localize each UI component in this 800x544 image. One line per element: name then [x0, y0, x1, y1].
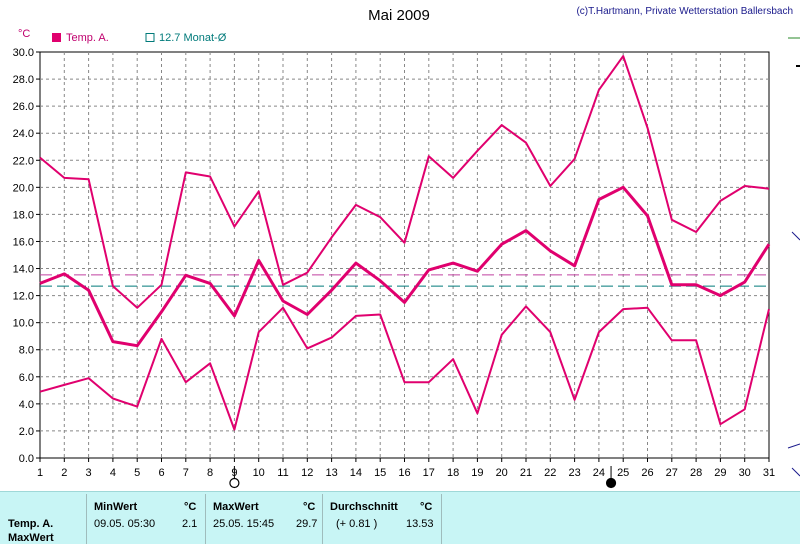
y-tick-label: 8.0 — [19, 345, 34, 357]
avg-label: Durchschnitt — [330, 501, 398, 513]
blue-tick-mark — [791, 467, 800, 477]
x-tick-label: 16 — [398, 467, 410, 479]
series-lines — [39, 55, 771, 431]
divider — [205, 494, 206, 544]
series-line-min — [39, 305, 770, 431]
x-tick-label: 15 — [374, 467, 386, 479]
min-value: 2.1 — [182, 518, 198, 530]
max-label: MaxWert — [213, 501, 259, 513]
min-unit: °C — [184, 501, 197, 513]
stats-panel: Temp. A. MaxWert MinWert °C 09.05. 05:30… — [0, 491, 800, 544]
x-tick-label: 29 — [714, 467, 726, 479]
y-tick-labels: 0.0 2.0 4.0 6.0 8.0 10.0 12.0 14.0 16.0 18.0 20.0 2… — [13, 47, 40, 465]
y-tick-label: 10.0 — [13, 318, 34, 330]
x-tick-label: 24 — [593, 467, 605, 479]
y-tick-label: 20.0 — [13, 182, 34, 194]
y-tick-label: 16.0 — [13, 236, 34, 248]
x-tick-labels: 1234567891011121314151617181920212223242… — [37, 458, 775, 479]
avg-unit: °C — [420, 501, 433, 513]
x-tick-label: 11 — [277, 467, 288, 479]
y-tick-label: 0.0 — [19, 453, 34, 465]
avg-delta: (+ 0.81 ) — [336, 518, 378, 530]
x-tick-label: 7 — [183, 467, 189, 479]
y-tick-label: 18.0 — [13, 209, 34, 221]
min-time: 09.05. 05:30 — [94, 518, 156, 530]
x-tick-label: 19 — [471, 467, 483, 479]
series-line-max — [39, 55, 770, 309]
x-tick-label: 12 — [301, 467, 313, 479]
legend-swatch-average — [145, 33, 155, 42]
x-tick-label: 31 — [763, 467, 775, 479]
y-tick-label: 30.0 — [13, 47, 34, 59]
min-label: MinWert — [94, 501, 138, 513]
y-tick-label: 2.0 — [19, 426, 34, 438]
chart-title: Mai 2009 — [368, 7, 430, 24]
y-axis-unit: °C — [18, 28, 30, 40]
divider — [86, 494, 87, 544]
x-tick-label: 22 — [544, 467, 556, 479]
moon-phase-markers — [229, 466, 617, 489]
x-tick-label: 21 — [520, 467, 532, 479]
y-tick-label: 28.0 — [13, 74, 34, 86]
x-tick-label: 17 — [423, 467, 435, 479]
y-tick-label: 22.0 — [13, 155, 34, 167]
x-tick-label: 2 — [61, 467, 67, 479]
y-tick-label: 4.0 — [19, 399, 34, 411]
new-moon-icon — [605, 477, 617, 489]
max-unit: °C — [303, 501, 316, 513]
y-tick-label: 6.0 — [19, 372, 34, 384]
max-time: 25.05. 15:45 — [213, 518, 275, 530]
right-edge-decoration — [787, 37, 800, 477]
x-tick-label: 8 — [207, 467, 213, 479]
divider — [322, 494, 323, 544]
blue-tick-mark — [791, 231, 800, 241]
legend-label-average: 12.7 Monat-Ø — [159, 32, 227, 44]
x-tick-label: 4 — [110, 467, 116, 479]
x-tick-label: 1 — [37, 467, 43, 479]
temperature-chart: Mai 2009 (c)T.Hartmann, Private Wetterst… — [13, 6, 800, 489]
row-label-temp: Temp. A. — [8, 518, 54, 530]
x-tick-label: 6 — [158, 467, 164, 479]
credit-text: (c)T.Hartmann, Private Wetterstation Bal… — [576, 6, 793, 17]
x-tick-label: 20 — [496, 467, 508, 479]
x-tick-label: 5 — [134, 467, 140, 479]
legend: Temp. A. 12.7 Monat-Ø — [52, 32, 227, 44]
x-tick-label: 23 — [568, 467, 580, 479]
legend-label-temp: Temp. A. — [66, 32, 109, 44]
x-tick-label: 25 — [617, 467, 629, 479]
legend-swatch-temp — [52, 33, 61, 42]
x-tick-label: 10 — [253, 467, 265, 479]
x-tick-label: 26 — [641, 467, 653, 479]
divider — [441, 494, 442, 544]
full-moon-icon — [229, 477, 240, 489]
x-tick-label: 28 — [690, 467, 702, 479]
x-tick-label: 14 — [350, 467, 362, 479]
blue-tick-mark — [787, 443, 800, 449]
max-value: 29.7 — [296, 518, 318, 530]
x-tick-label: 30 — [739, 467, 751, 479]
y-tick-label: 14.0 — [13, 264, 34, 276]
x-tick-label: 27 — [666, 467, 678, 479]
row-label-maxwert: MaxWert — [8, 532, 54, 544]
avg-value: 13.53 — [406, 518, 434, 530]
x-tick-label: 13 — [325, 467, 337, 479]
series-line-avg — [39, 185, 771, 348]
y-tick-label: 24.0 — [13, 128, 34, 140]
x-tick-label: 18 — [447, 467, 459, 479]
y-tick-label: 26.0 — [13, 101, 34, 113]
x-tick-label: 3 — [86, 467, 92, 479]
y-tick-label: 12.0 — [13, 291, 34, 303]
